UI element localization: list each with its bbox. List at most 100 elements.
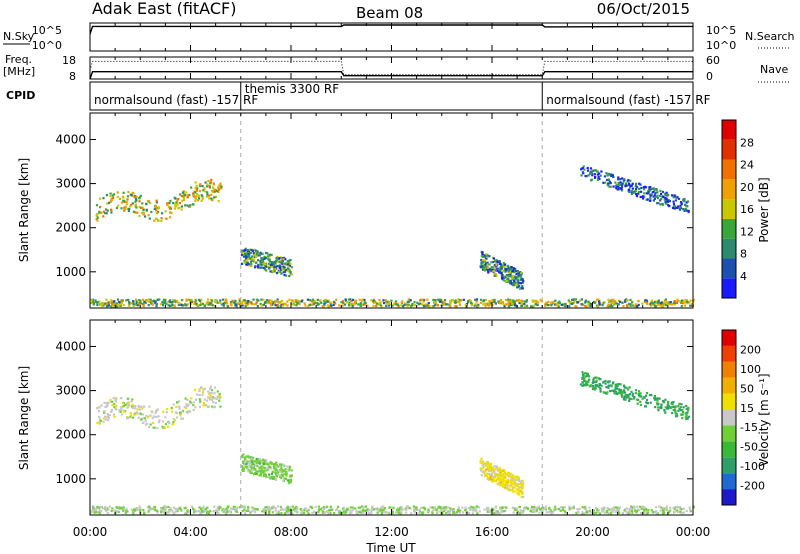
velocity-cell bbox=[382, 511, 385, 514]
velocity-cell bbox=[503, 480, 506, 483]
nsky-label: N.Sky bbox=[3, 30, 35, 43]
velocity-cell bbox=[475, 510, 478, 513]
power-cell bbox=[169, 216, 172, 219]
velocity-cell bbox=[476, 505, 479, 508]
velocity-cell bbox=[495, 509, 498, 513]
power-cell bbox=[635, 193, 638, 196]
power-cell bbox=[610, 174, 613, 177]
power-cell bbox=[673, 207, 676, 210]
velocity-cell bbox=[604, 379, 607, 383]
velocity-cell bbox=[276, 471, 279, 474]
velocity-cell bbox=[126, 401, 129, 404]
velocity-cell bbox=[486, 510, 489, 513]
velocity-cell bbox=[198, 393, 201, 397]
power-cell bbox=[90, 301, 93, 305]
velocity-cell bbox=[231, 508, 234, 511]
power-cell bbox=[255, 301, 258, 304]
velocity-cell bbox=[485, 464, 488, 467]
colorbar-tick-label: -100 bbox=[740, 460, 765, 473]
power-cell bbox=[672, 200, 675, 203]
power-cell bbox=[626, 180, 629, 183]
velocity-cell bbox=[274, 467, 277, 470]
power-cell bbox=[176, 301, 179, 304]
power-cell bbox=[511, 269, 514, 273]
velocity-cell bbox=[248, 465, 251, 468]
power-cell bbox=[328, 304, 331, 307]
power-cell bbox=[122, 191, 125, 194]
velocity-cell bbox=[487, 508, 490, 511]
power-cell bbox=[217, 188, 220, 191]
velocity-cell bbox=[162, 505, 165, 509]
velocity-cell bbox=[360, 505, 364, 508]
velocity-cell bbox=[672, 409, 675, 412]
velocity-cell bbox=[592, 512, 596, 515]
velocity-cell bbox=[172, 423, 175, 426]
power-cell bbox=[185, 191, 188, 194]
power-cell bbox=[609, 185, 612, 188]
power-cell bbox=[265, 269, 268, 272]
power-cell bbox=[124, 206, 127, 209]
power-cell bbox=[269, 253, 272, 256]
power-cell bbox=[615, 187, 618, 190]
power-cell bbox=[275, 256, 278, 260]
velocity-cell bbox=[107, 401, 110, 404]
velocity-cell bbox=[192, 408, 195, 412]
velocity-cell bbox=[470, 505, 473, 508]
velocity-cell bbox=[148, 508, 151, 511]
velocity-cell bbox=[643, 509, 646, 512]
power-cell bbox=[190, 300, 193, 303]
colorbar-swatch bbox=[722, 425, 736, 442]
velocity-cell bbox=[115, 404, 118, 407]
velocity-cell bbox=[551, 511, 554, 514]
power-cell bbox=[287, 269, 290, 272]
velocity-cell bbox=[482, 461, 485, 464]
power-cell bbox=[247, 257, 250, 261]
velocity-cell bbox=[495, 466, 498, 469]
power-cell bbox=[545, 301, 548, 304]
velocity-cell bbox=[387, 511, 390, 514]
power-cell bbox=[194, 199, 197, 202]
power-cell bbox=[120, 207, 123, 210]
velocity-cell bbox=[260, 470, 263, 473]
velocity-cell bbox=[98, 418, 101, 421]
power-cell bbox=[507, 266, 510, 269]
power-cell bbox=[619, 181, 622, 184]
velocity-cell bbox=[263, 466, 266, 469]
power-cell bbox=[485, 262, 488, 265]
velocity-cell bbox=[484, 473, 487, 476]
velocity-cell bbox=[638, 509, 641, 512]
velocity-cell bbox=[638, 394, 641, 397]
velocity-cell bbox=[496, 482, 499, 485]
power-cell bbox=[517, 270, 520, 273]
velocity-cell bbox=[485, 468, 488, 471]
velocity-cell bbox=[113, 415, 116, 418]
velocity-cell bbox=[247, 506, 250, 509]
velocity-cell bbox=[517, 491, 520, 494]
velocity-cell bbox=[678, 407, 681, 410]
velocity-cell bbox=[413, 507, 416, 510]
power-cell bbox=[457, 298, 460, 301]
velocity-cell bbox=[260, 471, 263, 474]
power-cell bbox=[125, 299, 128, 302]
power-cell bbox=[196, 189, 199, 192]
power-cell bbox=[103, 212, 107, 215]
power-cell bbox=[673, 301, 676, 304]
power-cell bbox=[622, 180, 625, 183]
velocity-cell bbox=[131, 416, 135, 419]
power-cell bbox=[286, 261, 289, 265]
power-cell bbox=[176, 203, 179, 206]
velocity-cell bbox=[280, 468, 283, 471]
power-cell bbox=[221, 298, 225, 301]
power-cell bbox=[329, 302, 332, 305]
velocity-cell bbox=[259, 470, 262, 473]
velocity-cell bbox=[269, 477, 272, 480]
velocity-cell bbox=[480, 457, 483, 460]
power-cell bbox=[483, 302, 487, 305]
power-cell bbox=[572, 301, 575, 305]
power-cell bbox=[660, 197, 663, 201]
velocity-cell bbox=[137, 416, 140, 419]
velocity-cell bbox=[534, 510, 537, 513]
power-cell bbox=[479, 298, 483, 301]
power-cell bbox=[530, 305, 533, 308]
power-cell bbox=[106, 304, 109, 307]
